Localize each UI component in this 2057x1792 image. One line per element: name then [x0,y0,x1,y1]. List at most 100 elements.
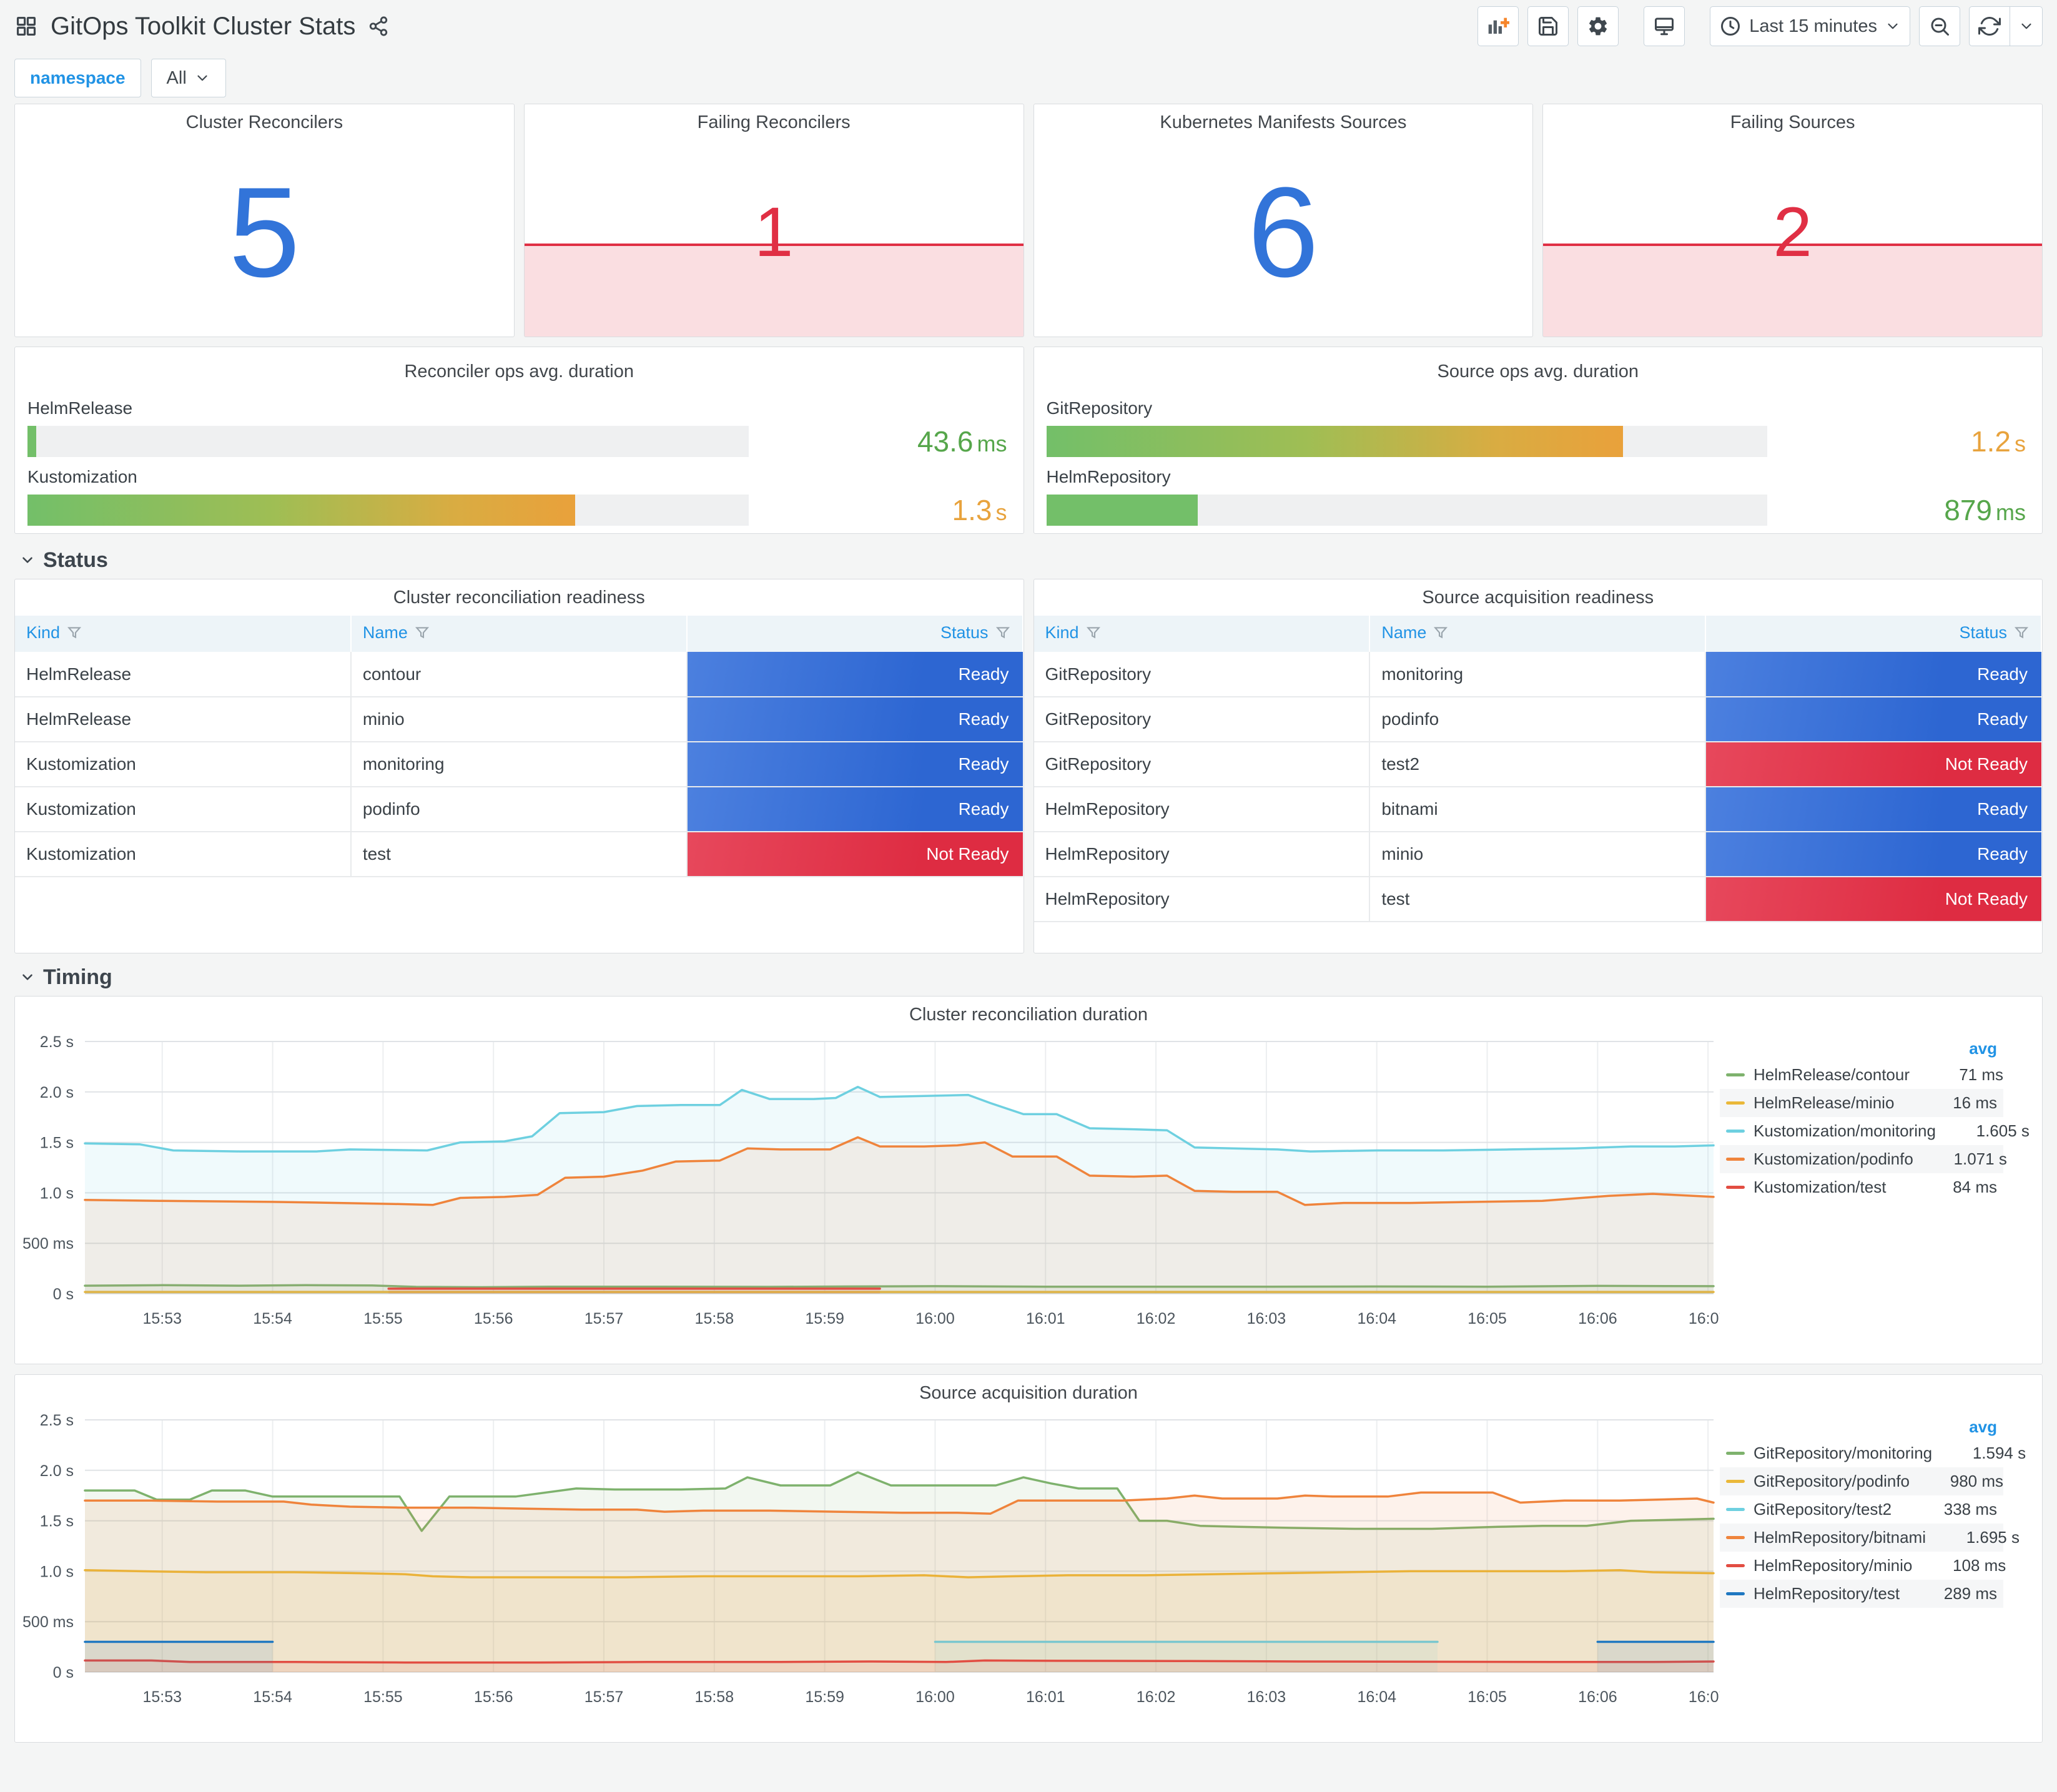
variables-row: namespace All [14,52,2043,104]
gauge-row: HelmRepository 879 ms [1046,467,2030,527]
timeseries-plot[interactable]: 15:53 15:54 15:55 15:56 15:57 15:58 15:59 16:00… [15,1411,1720,1711]
column-header-status[interactable]: Status [686,616,1024,652]
svg-text:16:02: 16:02 [1137,1310,1176,1327]
panel-title[interactable]: Failing Sources [1730,112,1855,132]
legend-series-name: Kustomization/monitoring [1754,1121,1936,1140]
column-header-name[interactable]: Name [350,616,688,652]
svg-text:15:58: 15:58 [695,1688,734,1706]
dashboard-grid-icon[interactable] [14,14,38,38]
panel-title[interactable]: Source acquisition duration [919,1382,1138,1403]
filter-funnel-icon[interactable] [66,624,82,645]
stat-sparkline [524,244,1024,337]
chevron-down-icon [22,974,32,980]
dashboard-settings-button[interactable] [1577,6,1619,46]
panel-title[interactable]: Source acquisition readiness [1422,587,1654,608]
legend-avg-value: 1.605 s [1976,1121,2030,1140]
section-timing-toggle[interactable]: Timing [14,958,2043,996]
gauge-rows: HelmRelease 43.6 ms Kustomization 1.3 s [26,398,1012,527]
panel-title[interactable]: Cluster reconciliation readiness [393,587,645,608]
filter-funnel-icon[interactable] [1085,624,1102,645]
refresh-icon [1978,15,2001,37]
legend-series-name: HelmRepository/bitnami [1754,1528,1926,1547]
legend-item[interactable]: HelmRepository/bitnami 1.695 s [1720,1524,2020,1552]
svg-text:1.0 s: 1.0 s [40,1563,74,1580]
panel-title[interactable]: Kubernetes Manifests Sources [1160,112,1407,132]
section-status-toggle[interactable]: Status [14,541,2043,579]
legend-item[interactable]: Kustomization/monitoring 1.605 s [1720,1117,2030,1145]
zoom-out-button[interactable] [1919,6,1960,46]
table-row: GitRepository test2 Not Ready [1033,742,2041,787]
svg-text:16:05: 16:05 [1468,1310,1507,1327]
gauge-bar-fill [1046,426,1624,457]
column-header-kind[interactable]: Kind [15,616,352,652]
legend-avg-column-header[interactable]: avg [1969,1039,1997,1058]
legend-item[interactable]: GitRepository/podinfo 980 ms [1720,1467,2003,1495]
cell-status-badge: Ready [686,742,1023,787]
save-dashboard-button[interactable] [1527,6,1569,46]
cell-name: monitoring [350,742,688,787]
cell-status-badge: Ready [686,697,1023,742]
panel-title[interactable]: Source ops avg. duration [1437,361,1639,382]
gauge-line: 1.2 s [1046,425,2030,458]
legend-series-name: HelmRepository/minio [1754,1556,1913,1575]
legend-item[interactable]: GitRepository/test2 338 ms [1720,1495,2003,1524]
legend-series-name: GitRepository/podinfo [1754,1472,1910,1490]
svg-text:500 ms: 500 ms [22,1235,74,1253]
svg-text:16:04: 16:04 [1357,1688,1396,1706]
gauge-bar-fill [27,426,36,457]
share-icon[interactable] [368,16,389,37]
refresh-interval-button[interactable] [2010,6,2043,46]
readiness-table: Kind Name Status HelmRelease contour Ready Hel… [15,616,1024,877]
legend-item[interactable]: HelmRepository/minio 108 ms [1720,1552,2006,1580]
dashboard-title: GitOps Toolkit Cluster Stats [51,12,356,40]
legend-item[interactable]: HelmRepository/test 289 ms [1720,1580,2003,1608]
panel-title[interactable]: Failing Reconcilers [697,112,851,132]
svg-text:15:55: 15:55 [363,1688,403,1706]
stat-panel-2: Kubernetes Manifests Sources 6 [1033,104,1534,337]
timeseries-plot[interactable]: 15:53 15:54 15:55 15:56 15:57 15:58 15:59 16:00… [15,1033,1720,1332]
legend-item[interactable]: Kustomization/podinfo 1.071 s [1720,1145,2007,1173]
gauge-bar-track [1046,495,1767,526]
legend-avg-value: 289 ms [1943,1584,1997,1603]
add-panel-button[interactable] [1477,6,1519,46]
panel-title[interactable]: Cluster Reconcilers [185,112,343,132]
cell-kind: GitRepository [1033,697,1371,742]
tv-mode-button[interactable] [1644,6,1685,46]
filter-funnel-icon[interactable] [995,624,1011,645]
table-row: GitRepository podinfo Ready [1033,697,2041,742]
column-header-status[interactable]: Status [1705,616,2042,652]
legend-item[interactable]: HelmRelease/contour 71 ms [1720,1061,2003,1089]
gauge-bar-fill [27,495,576,526]
legend-item[interactable]: HelmRelease/minio 16 ms [1720,1089,2003,1117]
svg-text:0 s: 0 s [53,1286,74,1303]
time-range-picker[interactable]: Last 15 minutes [1710,6,1910,46]
refresh-button[interactable] [1969,6,2010,46]
svg-text:16:07: 16:07 [1689,1310,1720,1327]
legend-avg-column-header[interactable]: avg [1969,1417,1997,1436]
filter-funnel-icon[interactable] [414,624,430,645]
filter-funnel-icon[interactable] [2013,624,2030,645]
column-header-name[interactable]: Name [1369,616,1707,652]
svg-text:0 s: 0 s [53,1664,74,1681]
series-color-swatch [1726,1480,1745,1483]
legend-avg-value: 1.594 s [1972,1444,2026,1462]
legend-item[interactable]: Kustomization/test 84 ms [1720,1173,2003,1201]
gauge-row: GitRepository 1.2 s [1046,398,2030,458]
cell-status-badge: Ready [686,787,1023,832]
column-header-kind[interactable]: Kind [1033,616,1371,652]
filter-funnel-icon[interactable] [1433,624,1449,645]
legend-avg-value: 338 ms [1943,1500,1997,1519]
cell-kind: HelmRepository [1033,832,1371,877]
variable-namespace-select[interactable]: All [150,59,226,97]
svg-text:16:03: 16:03 [1247,1688,1286,1706]
panel-title[interactable]: Cluster reconciliation duration [909,1004,1148,1025]
series-color-swatch [1726,1101,1745,1105]
svg-text:2.5 s: 2.5 s [40,1033,74,1051]
legend-avg-value: 1.071 s [1953,1150,2007,1168]
table-row: HelmRepository minio Ready [1033,832,2041,877]
table-row: Kustomization monitoring Ready [15,742,1023,787]
table-row: GitRepository monitoring Ready [1033,652,2041,697]
chart-legend: avg GitRepository/monitoring 1.594 s GitRep… [1720,1411,2026,1608]
panel-title[interactable]: Reconciler ops avg. duration [404,361,634,382]
legend-item[interactable]: GitRepository/monitoring 1.594 s [1720,1439,2026,1467]
